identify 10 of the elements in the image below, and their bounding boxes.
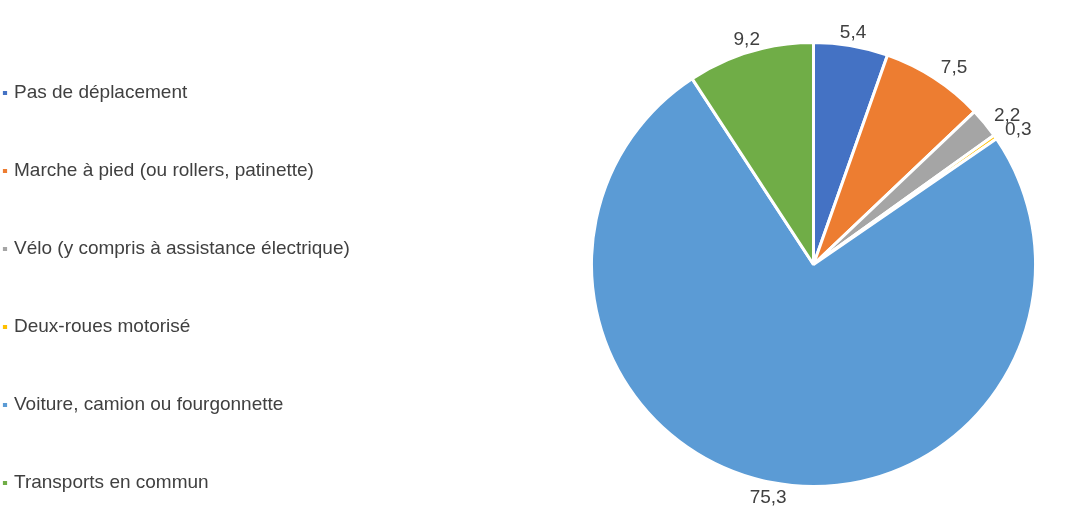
legend-label: Pas de déplacement bbox=[14, 80, 188, 104]
legend-label: Transports en commun bbox=[14, 470, 209, 494]
data-label: 5,4 bbox=[839, 21, 867, 43]
legend-label: Voiture, camion ou fourgonnette bbox=[14, 392, 284, 416]
data-label: 9,2 bbox=[733, 27, 760, 49]
data-label: 7,5 bbox=[940, 56, 968, 78]
legend-label: Deux-roues motorisé bbox=[14, 314, 191, 338]
legend-label: Marche à pied (ou rollers, patinette) bbox=[14, 158, 314, 182]
data-label: 75,3 bbox=[749, 485, 787, 507]
legend-label: Vélo (y compris à assistance électrique) bbox=[14, 236, 350, 260]
